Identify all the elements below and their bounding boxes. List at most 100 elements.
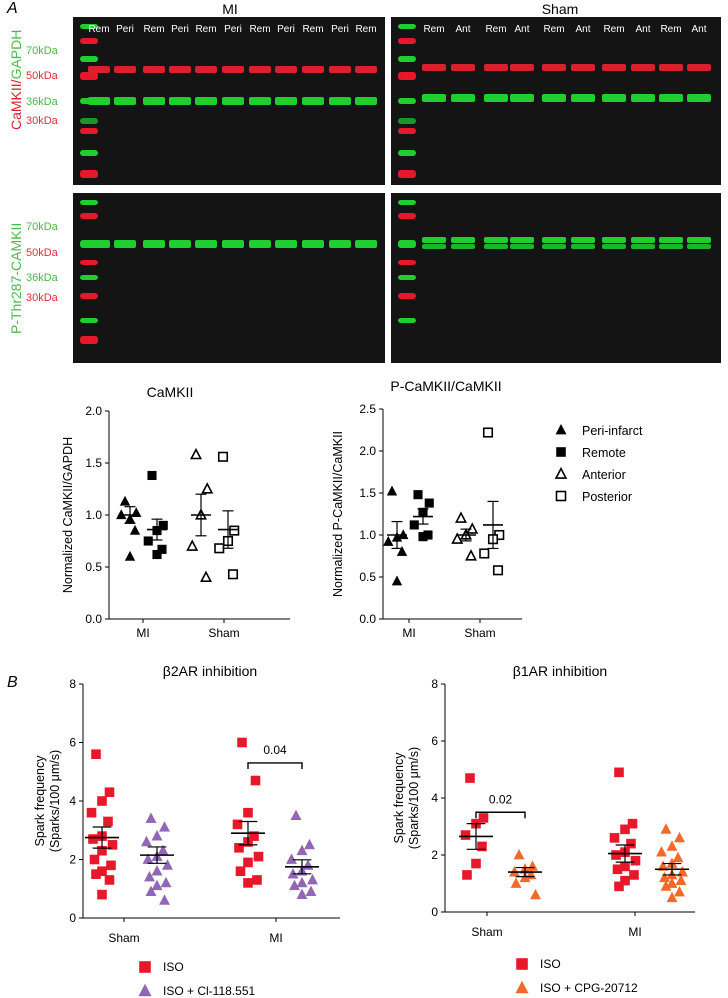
lane-label: Ant xyxy=(455,24,470,35)
ladder-marker xyxy=(398,213,416,219)
lane-label: Rem xyxy=(543,24,564,35)
data-point xyxy=(614,881,624,892)
ladder-marker xyxy=(80,38,98,44)
data-point xyxy=(151,830,163,841)
blot-mi-bottom xyxy=(73,193,385,363)
ladder-marker xyxy=(80,128,98,134)
data-point xyxy=(243,807,253,818)
ladder-marker xyxy=(80,200,98,205)
blot-band xyxy=(602,237,626,243)
x-tick-label: MI xyxy=(269,931,282,945)
blot-band xyxy=(114,240,136,248)
y-tick-label: 1.0 xyxy=(85,508,102,522)
blot-band xyxy=(302,97,324,105)
data-point xyxy=(103,816,113,827)
ladder-marker xyxy=(398,38,416,44)
blot-band xyxy=(329,240,351,248)
lane-label: Rem xyxy=(603,24,624,35)
data-point xyxy=(296,844,308,856)
y-tick-label: 2 xyxy=(431,848,438,862)
data-point xyxy=(555,423,567,435)
blot-band xyxy=(249,66,271,73)
data-point xyxy=(660,823,672,834)
data-point xyxy=(104,787,115,798)
blot-band xyxy=(143,240,165,248)
data-point xyxy=(675,874,687,886)
blot-band xyxy=(659,94,683,102)
data-point xyxy=(460,830,471,840)
ladder-label: 70kDa xyxy=(26,45,59,57)
data-point xyxy=(409,520,419,530)
panel-b: B β2AR inhibition 0 2 4 6 8 Sham MI Spark freque… xyxy=(7,663,695,998)
ladder-marker xyxy=(398,72,416,80)
data-point xyxy=(235,866,246,877)
blot-band xyxy=(275,97,297,105)
data-point xyxy=(141,835,152,847)
lane-label: Ant xyxy=(691,24,706,35)
blot-band xyxy=(484,64,508,71)
blot-band xyxy=(249,240,271,248)
blot-band xyxy=(687,237,711,243)
y-tick-label: 6 xyxy=(431,734,438,748)
y-axis-label: Normalized CaMKII/GAPDH xyxy=(61,437,75,593)
data-point xyxy=(290,809,302,820)
y-tick-label: 2.5 xyxy=(359,402,376,416)
data-point xyxy=(138,983,152,997)
blot-band xyxy=(222,97,244,105)
y-axis-label: (Sparks/100 μm/s) xyxy=(48,750,62,852)
blot-band xyxy=(510,244,534,249)
blot-band xyxy=(422,244,446,249)
blot-band xyxy=(484,244,508,249)
blot-band xyxy=(249,97,271,105)
separator-label: / xyxy=(8,79,24,83)
blot-sham-bottom xyxy=(391,193,721,363)
significance-bracket xyxy=(247,762,303,769)
blot-band xyxy=(687,244,711,249)
data-point xyxy=(253,851,264,862)
data-point xyxy=(162,859,173,870)
ladder-label: 50kDa xyxy=(26,70,59,82)
data-point xyxy=(139,961,151,973)
data-point xyxy=(471,858,481,869)
ladder-marker xyxy=(398,128,416,134)
y-tick-label: 1.5 xyxy=(85,456,102,470)
ladder-marker xyxy=(398,56,416,62)
data-point xyxy=(143,536,153,546)
blot-band xyxy=(275,66,297,73)
significance-bracket xyxy=(475,811,526,819)
blot-band xyxy=(422,64,446,71)
blot-band xyxy=(114,97,136,105)
lane-label: Rem xyxy=(355,24,376,35)
data-point xyxy=(666,877,678,888)
data-point xyxy=(289,879,300,891)
data-point xyxy=(201,482,214,494)
blot-band xyxy=(88,240,110,248)
chart-title: P-CaMKII/CaMKII xyxy=(390,378,501,394)
ladder-marker xyxy=(398,170,416,178)
ladder-label: 30kDa xyxy=(26,115,59,127)
lane-label: Peri xyxy=(331,24,349,35)
ladder-marker xyxy=(80,318,98,323)
data-point xyxy=(674,886,685,897)
blot-band xyxy=(542,64,566,71)
blot-band xyxy=(355,240,377,248)
blot-band xyxy=(687,64,711,71)
gapdh-label: GAPDH xyxy=(8,30,24,80)
chart-p-camkii: P-CaMKII/CaMKII 0.0 0.5 1.0 1.5 2.0 2.5 MI Sham N… xyxy=(331,378,522,640)
data-point xyxy=(186,539,199,551)
data-point xyxy=(304,838,315,850)
lane-label: Ant xyxy=(514,24,529,35)
blot-band xyxy=(169,66,191,73)
y-tick-label: 0.5 xyxy=(359,570,376,584)
ladder-marker xyxy=(398,318,416,323)
data-point xyxy=(305,885,317,897)
chart-camkii: CaMKII 0.0 0.5 1.0 1.5 2.0 MI Sham Normalized Ca… xyxy=(61,384,290,640)
blot-band xyxy=(659,237,683,243)
panel-a: A MI Sham Rem Peri Rem Peri Rem Peri Rem Peri Re… xyxy=(6,0,721,640)
blot-band xyxy=(422,94,446,102)
y-tick-label: 6 xyxy=(69,736,76,750)
data-point xyxy=(383,535,394,546)
ladder-marker xyxy=(398,275,416,280)
data-point xyxy=(89,854,100,865)
data-point xyxy=(466,522,479,534)
